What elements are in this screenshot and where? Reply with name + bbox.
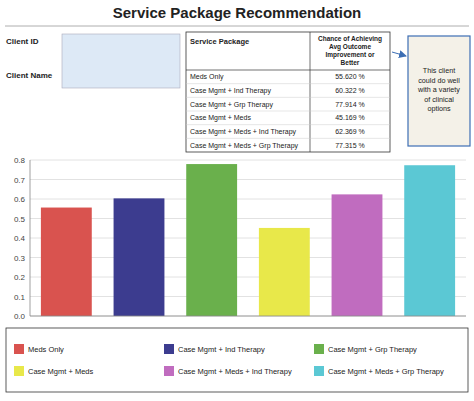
y-tick-label: 0.7 xyxy=(14,176,26,185)
grid-line xyxy=(30,257,466,258)
table-value: 77.914 % xyxy=(335,101,365,108)
bar xyxy=(114,198,165,316)
legend-swatch xyxy=(14,366,24,376)
table-row-rule xyxy=(186,124,390,125)
y-tick-label: 0.1 xyxy=(14,293,26,302)
table-value: 45.169 % xyxy=(335,114,365,121)
client-id-label: Client ID xyxy=(6,37,39,46)
legend-swatch xyxy=(14,344,24,354)
y-tick-label: 0.0 xyxy=(14,312,26,321)
bar xyxy=(186,164,237,316)
table-package: Case Mgmt + Meds + Ind Therapy xyxy=(190,128,297,136)
table-package: Case Mgmt + Meds xyxy=(190,114,251,122)
grid-line xyxy=(30,179,466,180)
table-header-rule xyxy=(186,70,390,71)
callout-text: This clientcould do wellwith a varietyof… xyxy=(417,66,460,113)
table-package: Case Mgmt + Meds + Grp Therapy xyxy=(190,142,299,150)
grid-line xyxy=(30,160,466,161)
x-axis xyxy=(30,316,466,317)
grid-line xyxy=(30,296,466,297)
text-line: Avg Outcome xyxy=(329,43,371,51)
table-row-rule xyxy=(186,111,390,112)
legend-swatch xyxy=(314,344,324,354)
callout-box xyxy=(408,36,470,146)
legend-label: Case Mgmt + Grp Therapy xyxy=(328,345,417,354)
bar xyxy=(404,165,455,316)
text-line: This client xyxy=(423,66,455,75)
y-tick-label: 0.2 xyxy=(14,273,26,282)
y-tick-label: 0.8 xyxy=(14,156,26,165)
legend-label: Case Mgmt + Meds xyxy=(28,367,93,376)
table-row-rule xyxy=(186,138,390,139)
legend-label: Case Mgmt + Meds + Ind Therapy xyxy=(178,367,292,376)
y-axis xyxy=(30,160,31,316)
table-package: Case Mgmt + Grp Therapy xyxy=(190,101,273,109)
bar xyxy=(259,228,310,316)
client-name-label: Client Name xyxy=(6,71,53,80)
text-line: options xyxy=(427,104,451,113)
y-tick-label: 0.5 xyxy=(14,215,26,224)
bars xyxy=(41,164,455,316)
y-tick-label: 0.4 xyxy=(14,234,26,243)
text-line: Chance of Achieving xyxy=(318,35,382,43)
chart: Service Package Recommendation Client ID C… xyxy=(0,0,474,401)
table-divider xyxy=(310,32,311,152)
legend-frame xyxy=(6,328,468,392)
table-value: 60.322 % xyxy=(335,87,365,94)
legend-swatch xyxy=(314,366,324,376)
client-box xyxy=(62,34,180,88)
table-frame xyxy=(186,32,390,152)
title-rule xyxy=(5,26,469,27)
title: Service Package Recommendation xyxy=(113,4,361,21)
text-line: could do well xyxy=(418,76,460,85)
table-value: 77.315 % xyxy=(335,142,365,149)
table-package: Case Mgmt + Ind Therapy xyxy=(190,87,271,95)
table-package: Meds Only xyxy=(190,73,224,81)
table-row-rule xyxy=(186,83,390,84)
grid-line xyxy=(30,238,466,239)
grid-line xyxy=(30,316,466,317)
y-tick-label: 0.3 xyxy=(14,254,26,263)
text-line: Improvement or xyxy=(325,51,375,59)
legend-label: Meds Only xyxy=(28,345,64,354)
grid-line xyxy=(30,199,466,200)
text-line: Better xyxy=(341,59,360,66)
text-line: of clinical xyxy=(424,95,454,104)
legend-label: Case Mgmt + Meds + Grp Therapy xyxy=(328,367,444,376)
table-value: 55.620 % xyxy=(335,73,365,80)
y-tick-label: 0.6 xyxy=(14,195,26,204)
table-header: Chance of AchievingAvg OutcomeImprovemen… xyxy=(318,35,382,66)
grid-line xyxy=(30,277,466,278)
bar xyxy=(41,208,92,316)
legend-swatch xyxy=(164,344,174,354)
legend-swatch xyxy=(164,366,174,376)
legend-label: Case Mgmt + Ind Therapy xyxy=(178,345,265,354)
table-header: Service Package xyxy=(190,37,249,46)
table-row-rule xyxy=(186,97,390,98)
grid-line xyxy=(30,218,466,219)
text-line: with a variety xyxy=(417,85,460,94)
bar xyxy=(332,194,383,316)
table-value: 62.369 % xyxy=(335,128,365,135)
callout-arrow xyxy=(392,52,406,56)
